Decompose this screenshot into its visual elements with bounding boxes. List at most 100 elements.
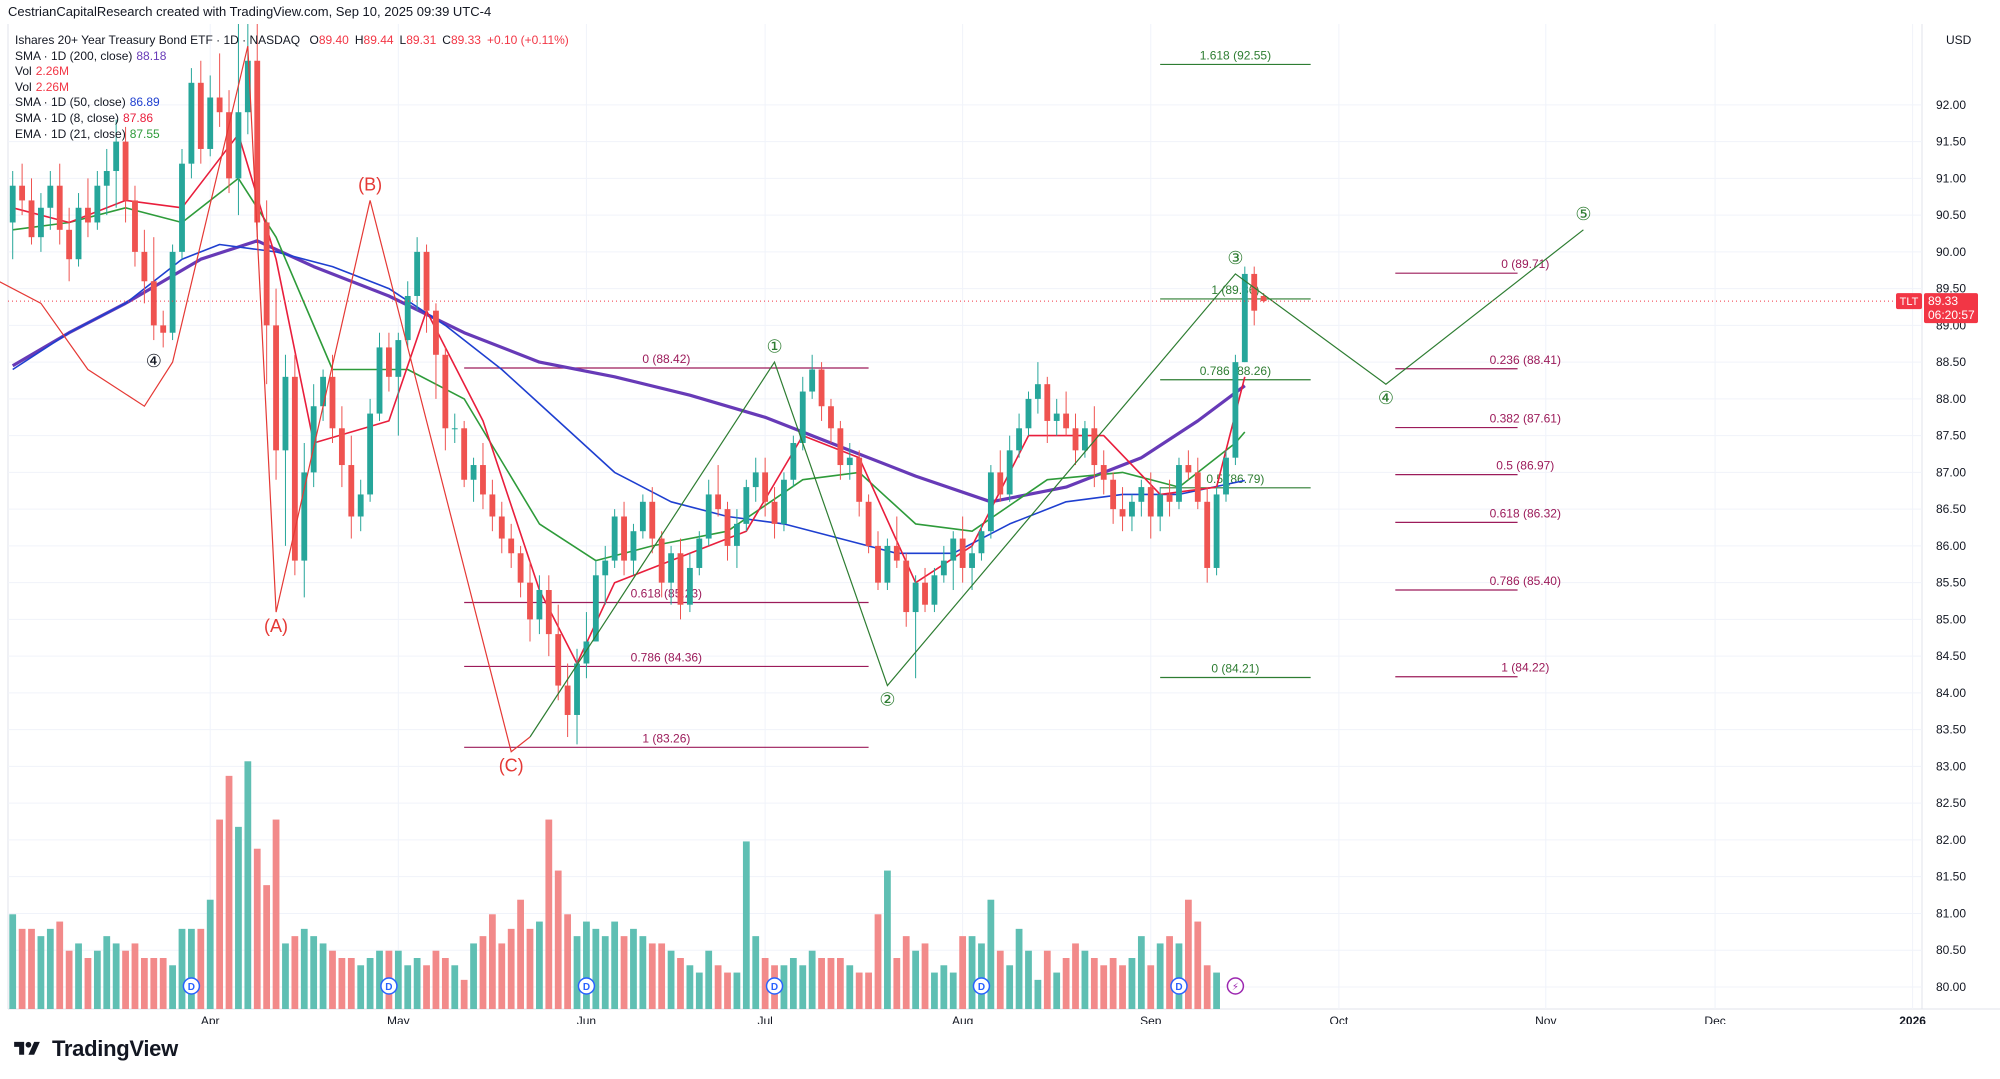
price-axis-tick: 88.50 — [1936, 355, 1966, 369]
candle-body — [291, 376, 298, 561]
volume-bar — [1119, 965, 1126, 1009]
candle-body — [790, 442, 797, 480]
legend-indicator-row[interactable]: Vol 2.26M — [15, 80, 569, 96]
candle-body — [1194, 472, 1201, 502]
chart-legend: Ishares 20+ Year Treasury Bond ETF · 1D … — [15, 33, 569, 142]
fib-projection-label: 0.382 (87.61) — [1490, 412, 1561, 426]
candle-body — [489, 494, 496, 517]
volume-bar — [103, 936, 111, 1009]
volume-bar — [686, 965, 694, 1009]
last-price-tag — [1924, 293, 1978, 324]
symbol-tag-label: TLT — [1900, 296, 1919, 308]
legend-indicator-row[interactable]: SMA · 1D (8, close) 87.86 — [15, 111, 569, 127]
time-axis-tick: Aug — [952, 1014, 973, 1024]
candle-body — [282, 376, 289, 451]
dividend-marker-label: D — [771, 982, 778, 993]
fib-projection-label: 0.618 (86.32) — [1490, 506, 1561, 520]
candle-body — [1063, 413, 1070, 429]
dividend-marker-icon[interactable] — [972, 977, 991, 995]
legend-indicator-row[interactable]: SMA · 1D (50, close) 86.89 — [15, 95, 569, 111]
candle-body — [649, 501, 656, 539]
dividend-marker-icon[interactable] — [182, 977, 201, 995]
time-axis-tick: Nov — [1535, 1014, 1556, 1024]
price-axis-tick: 84.00 — [1936, 686, 1966, 700]
candle-body — [771, 501, 778, 524]
volume-bar — [206, 899, 214, 1009]
volume-bar — [338, 958, 346, 1009]
wave-label: ④ — [1378, 388, 1394, 408]
candle-body — [132, 200, 138, 252]
candle-body — [395, 340, 402, 377]
price-axis-tick: 90.00 — [1936, 245, 1966, 259]
volume-bar — [949, 972, 957, 1009]
legend-symbol[interactable]: Ishares 20+ Year Treasury Bond ETF · 1D … — [15, 33, 301, 47]
price-axis-tick: 85.50 — [1936, 576, 1966, 590]
volume-bar — [1203, 965, 1211, 1009]
candle-body — [517, 553, 524, 583]
legend-symbol-row[interactable]: Ishares 20+ Year Treasury Bond ETF · 1D … — [15, 33, 569, 49]
time-axis-tick: Sep — [1140, 1014, 1162, 1024]
volume-bar — [752, 936, 760, 1009]
dividend-marker-icon[interactable] — [1170, 977, 1188, 995]
candle-body — [207, 97, 214, 149]
fib-retracement-label: 0 (88.42) — [642, 352, 690, 366]
legend-indicator-row[interactable]: SMA · 1D (200, close) 88.18 — [15, 49, 569, 65]
volume-bar — [28, 928, 35, 1009]
volume-bar — [46, 928, 54, 1009]
volume-bar — [761, 958, 769, 1009]
volume-bar — [310, 936, 318, 1009]
tradingview-logo[interactable]: TradingView — [10, 1036, 178, 1062]
fib-projection-label: 0 (89.71) — [1501, 257, 1549, 271]
dividend-marker-icon[interactable] — [765, 977, 784, 995]
candle-body — [348, 465, 355, 517]
legend-indicator-row[interactable]: Vol 2.26M — [15, 64, 569, 80]
time-axis-tick: Jul — [757, 1014, 772, 1024]
split-marker-label: ⚡ — [1232, 982, 1239, 993]
candle-body — [837, 428, 844, 466]
volume-bar — [56, 921, 64, 1009]
legend-indicator-label: Vol — [15, 79, 32, 94]
fib-extension-label: 0 (84.21) — [1211, 661, 1259, 675]
volume-bar — [836, 958, 844, 1009]
candle-body — [696, 538, 703, 568]
volume-bar — [216, 819, 224, 1009]
candle-body — [1044, 384, 1051, 421]
split-marker-icon[interactable] — [1226, 977, 1245, 995]
volume-bar — [188, 928, 195, 1009]
volume-bar — [413, 958, 421, 1009]
legend-indicator-row[interactable]: EMA · 1D (21, close) 87.55 — [15, 127, 569, 143]
candle-body — [1072, 428, 1079, 451]
candle-body — [686, 567, 693, 605]
volume-bar — [536, 921, 543, 1009]
wave-label: (B) — [358, 175, 382, 195]
fib-extension-label: 0.5 (86.79) — [1206, 472, 1264, 486]
volume-bar — [84, 958, 92, 1009]
candle-body — [536, 590, 543, 620]
volume-bar — [1072, 943, 1079, 1009]
candle-body — [592, 575, 599, 642]
candle-body — [9, 185, 16, 223]
dividend-marker-icon[interactable] — [577, 977, 596, 995]
chart-canvas[interactable]: 80.00 80.50 81.00 81.50 82.00 82.50 83.00 83.50… — [0, 24, 2000, 1024]
volume-bar — [131, 943, 139, 1009]
candle-body — [856, 457, 863, 502]
legend-indicators: SMA · 1D (200, close) 88.18 Vol 2.26M Vol 2.2… — [15, 49, 569, 143]
volume-bar — [799, 965, 807, 1009]
price-axis-tick: 81.00 — [1936, 906, 1966, 920]
candle-body — [1034, 384, 1041, 399]
candle-body — [1232, 362, 1239, 458]
volume-bar — [197, 928, 205, 1009]
chart-area[interactable]: 80.00 80.50 81.00 81.50 82.00 82.50 83.00 83.50… — [0, 24, 2000, 1024]
volume-bar — [1137, 936, 1145, 1009]
volume-bar — [9, 914, 17, 1009]
volume-bar — [441, 958, 449, 1009]
candle-body — [56, 185, 63, 230]
time-axis-tick: Dec — [1704, 1014, 1725, 1024]
volume-bar — [865, 972, 872, 1009]
dividend-marker-icon[interactable] — [380, 977, 398, 995]
volume-bar — [667, 950, 675, 1009]
volume-bar — [122, 950, 129, 1009]
legend-indicator-label: SMA · 1D (8, close) — [15, 110, 120, 125]
fib-extension-label: 1.618 (92.55) — [1200, 48, 1271, 62]
volume-bar — [18, 928, 26, 1009]
